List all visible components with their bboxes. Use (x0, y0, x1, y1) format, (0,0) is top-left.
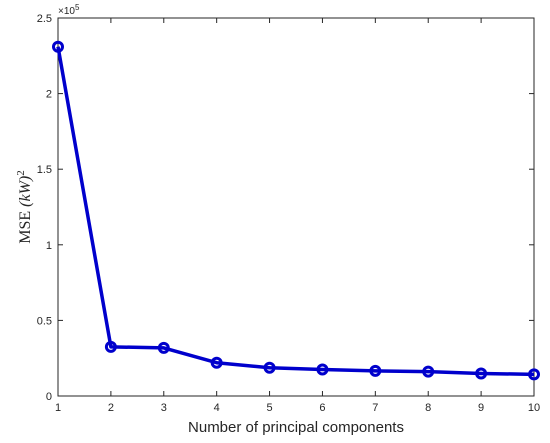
x-tick-label: 3 (161, 402, 167, 414)
data-point (369, 364, 382, 377)
x-axis-label: Number of principal components (188, 419, 404, 436)
x-tick-label: 9 (478, 402, 484, 414)
data-point (316, 363, 329, 376)
y-axis-label-exponent: 2 (15, 170, 27, 176)
x-axis-ticks: 1 2 3 4 5 6 7 8 9 10 (55, 18, 540, 414)
x-tick-label: 8 (425, 402, 431, 414)
y-axis-ticks: 0 0.5 1 1.5 2 2.5 (37, 13, 534, 403)
x-tick-label: 10 (528, 402, 540, 414)
data-point (157, 341, 170, 354)
y-tick-label: 0 (46, 391, 52, 403)
plot-area (57, 17, 535, 397)
data-point (263, 361, 276, 374)
x-tick-label: 5 (266, 402, 272, 414)
x-tick-label: 6 (319, 402, 325, 414)
y-multiplier: ×105 (58, 3, 80, 17)
y-tick-label: 1 (46, 240, 52, 252)
x-tick-label: 4 (214, 402, 220, 414)
series-line (56, 46, 535, 377)
x-tick-label: 7 (372, 402, 378, 414)
x-tick-label: 1 (55, 402, 61, 414)
y-tick-label: 2.5 (37, 13, 52, 25)
y-tick-label: 2 (46, 89, 52, 101)
data-point (52, 40, 64, 53)
data-point (210, 356, 223, 369)
data-point (528, 368, 540, 381)
y-tick-label: 1.5 (37, 164, 52, 176)
x-tick-label: 2 (108, 402, 114, 414)
data-point (104, 340, 117, 353)
y-axis-label-text: MSE (17, 211, 34, 244)
y-axis-label-unit: (kW) (17, 176, 34, 207)
y-axis-label: MSE (kW)2 (15, 170, 34, 244)
data-point (475, 367, 488, 380)
y-multiplier-exponent: 5 (75, 3, 80, 12)
series-layer (52, 40, 540, 381)
y-tick-label: 0.5 (37, 315, 52, 327)
y-multiplier-base: ×10 (58, 6, 75, 17)
data-point (422, 365, 435, 378)
